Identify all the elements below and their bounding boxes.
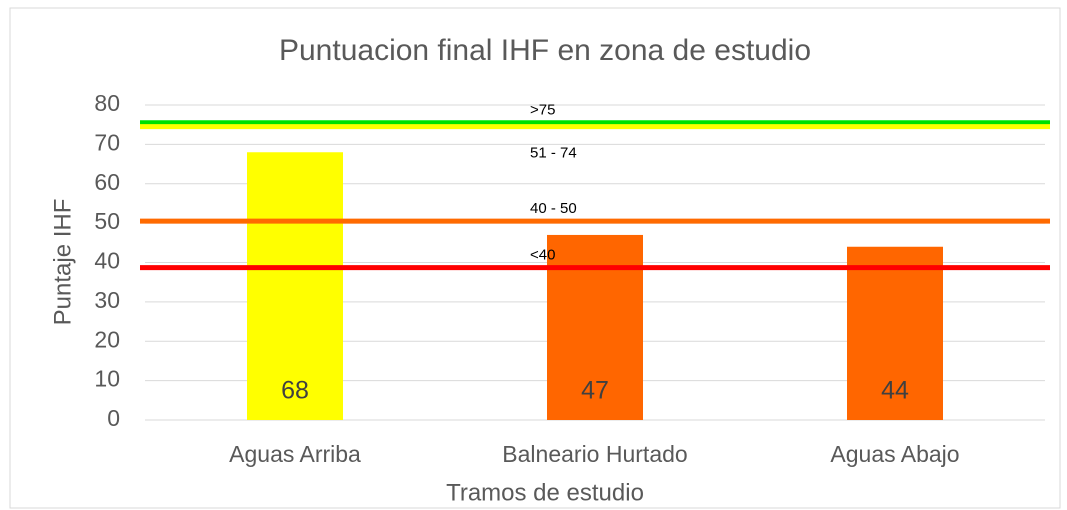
- data-label: 47: [581, 377, 609, 405]
- data-label: 44: [881, 377, 909, 405]
- x-axis-title: Tramos de estudio: [446, 479, 644, 506]
- y-tick-label: 40: [94, 248, 120, 274]
- reference-label: <40: [530, 247, 555, 264]
- y-tick-label: 0: [107, 405, 120, 431]
- bar: [847, 246, 943, 420]
- bar: [247, 152, 343, 420]
- y-axis-title: Puntaje IHF: [49, 199, 76, 326]
- reference-label: 40 - 50: [530, 200, 577, 217]
- y-tick-label: 50: [94, 208, 120, 234]
- y-tick-label: 20: [94, 326, 120, 352]
- x-tick-label: Aguas Abajo: [830, 441, 959, 467]
- y-tick-label: 10: [94, 366, 120, 392]
- x-tick-label: Balneario Hurtado: [502, 441, 687, 467]
- y-tick-label: 60: [94, 169, 120, 195]
- reference-label: 51 - 74: [530, 145, 577, 162]
- reference-label: >75: [530, 102, 555, 119]
- y-tick-label: 80: [94, 90, 120, 116]
- x-tick-label: Aguas Arriba: [229, 441, 361, 467]
- chart-title: Puntuacion final IHF en zona de estudio: [279, 34, 811, 67]
- y-tick-label: 30: [94, 287, 120, 313]
- data-label: 68: [281, 377, 309, 405]
- y-tick-label: 70: [94, 129, 120, 155]
